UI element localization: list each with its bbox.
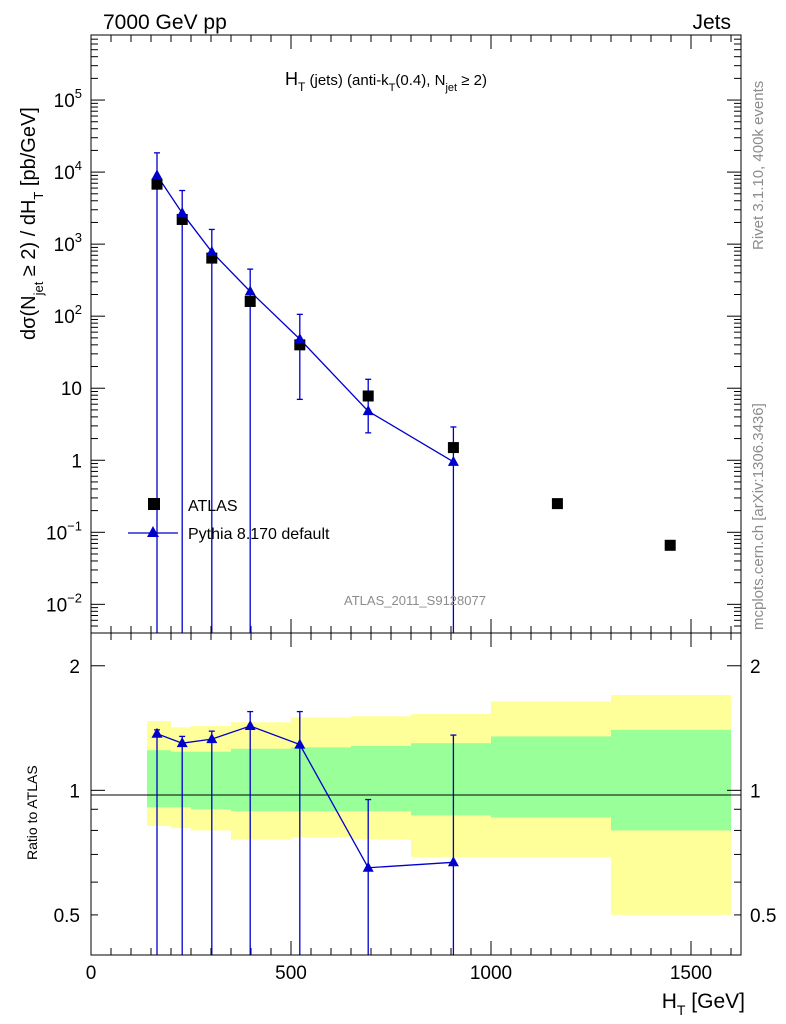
ratio-xtick-label: 500 bbox=[275, 963, 307, 984]
pythia-point bbox=[206, 245, 218, 256]
ratio-bands bbox=[147, 694, 731, 915]
ratio-ytick-label: 0.5 bbox=[54, 906, 80, 927]
legend-atlas-label: ATLAS bbox=[188, 498, 238, 515]
legend: ATLAS Pythia 8.170 default bbox=[128, 498, 330, 543]
inner-band bbox=[231, 748, 291, 812]
pythia-point bbox=[151, 169, 163, 180]
main-frame bbox=[90, 34, 742, 634]
main-ytick-label: 105 bbox=[54, 86, 82, 112]
pythia-line bbox=[156, 175, 454, 463]
ratio-xtick-label: 0 bbox=[86, 963, 97, 984]
legend-atlas-marker bbox=[148, 498, 160, 510]
ratio-frame bbox=[90, 632, 742, 956]
header-right: Jets bbox=[692, 11, 731, 34]
main-panel: 10−2 10−1 1 10 102 103 104 105 HT (jets) (anti-… bbox=[18, 34, 742, 634]
atlas-point bbox=[362, 390, 374, 402]
ratio-point bbox=[447, 856, 459, 867]
main-title: HT (jets) (anti-kT(0.4), Njet ≥ 2) bbox=[285, 69, 487, 94]
main-ticks: 10−2 10−1 1 10 102 103 104 105 bbox=[46, 34, 741, 634]
ratio-xlabel: HT [GeV] bbox=[662, 990, 745, 1018]
main-ytick-label: 1 bbox=[71, 451, 82, 472]
ratio-ytick-label-right: 0.5 bbox=[750, 906, 776, 927]
pythia-point bbox=[362, 405, 374, 416]
inner-band bbox=[147, 750, 171, 808]
pythia-point bbox=[244, 285, 256, 296]
inner-band bbox=[171, 751, 191, 808]
ratio-point bbox=[151, 727, 163, 738]
ratio-ytick-label: 2 bbox=[69, 657, 80, 678]
pythia-point bbox=[176, 207, 188, 218]
header-left: 7000 GeV pp bbox=[103, 11, 227, 34]
ratio-ytick-label-right: 2 bbox=[750, 657, 761, 678]
ratio-series bbox=[151, 710, 459, 955]
pythia-point bbox=[294, 333, 306, 344]
inner-band bbox=[191, 751, 231, 810]
atlas-point bbox=[551, 498, 563, 510]
ratio-point bbox=[206, 733, 218, 744]
atlas-point bbox=[244, 295, 256, 307]
inner-band bbox=[291, 747, 351, 812]
main-ytick-label: 104 bbox=[54, 158, 82, 184]
ratio-panel: 0 500 1000 1500 0.5 0.5 1 1 2 2 Ratio to ATLAS HT… bbox=[24, 632, 776, 1018]
atlas-point bbox=[206, 252, 218, 264]
atlas-point bbox=[176, 213, 188, 225]
legend-pythia-label: Pythia 8.170 default bbox=[188, 526, 330, 543]
ratio-point bbox=[244, 720, 256, 731]
ratio-ytick-label: 1 bbox=[69, 781, 80, 802]
ratio-ticks: 0 500 1000 1500 0.5 0.5 1 1 2 2 bbox=[54, 633, 776, 984]
atlas-point bbox=[447, 442, 459, 454]
legend-pythia-marker bbox=[147, 526, 159, 537]
main-ytick-label: 10 bbox=[61, 379, 82, 400]
ratio-xtick-label: 1500 bbox=[670, 963, 712, 984]
ratio-xtick-label: 1000 bbox=[470, 963, 512, 984]
ratio-point bbox=[362, 861, 374, 872]
main-ytick-label: 102 bbox=[54, 302, 82, 328]
main-ytick-label: 10−2 bbox=[46, 590, 82, 616]
ratio-point bbox=[176, 737, 188, 748]
atlas-point bbox=[151, 178, 163, 190]
ratio-ytick-label-right: 1 bbox=[750, 781, 761, 802]
pythia-point bbox=[447, 455, 459, 466]
atlas-point bbox=[664, 539, 676, 551]
inner-band bbox=[411, 743, 491, 816]
watermark: ATLAS_2011_S9128077 bbox=[344, 593, 486, 608]
ratio-point bbox=[294, 738, 306, 749]
inner-band bbox=[351, 745, 411, 812]
main-series bbox=[151, 152, 676, 633]
inner-band bbox=[611, 729, 731, 831]
inner-band bbox=[491, 736, 611, 818]
atlas-point bbox=[294, 339, 306, 351]
main-ytick-label: 103 bbox=[54, 230, 82, 256]
mcplots-label: mcplots.cern.ch [arXiv:1306.3436] bbox=[750, 403, 767, 630]
ratio-ylabel: Ratio to ATLAS bbox=[24, 765, 40, 860]
main-ytick-label: 10−1 bbox=[46, 518, 82, 544]
rivet-label: Rivet 3.1.10, 400k events bbox=[750, 81, 767, 250]
main-ylabel: dσ(Njet ≥ 2) / dHT [pb/GeV] bbox=[18, 107, 46, 340]
